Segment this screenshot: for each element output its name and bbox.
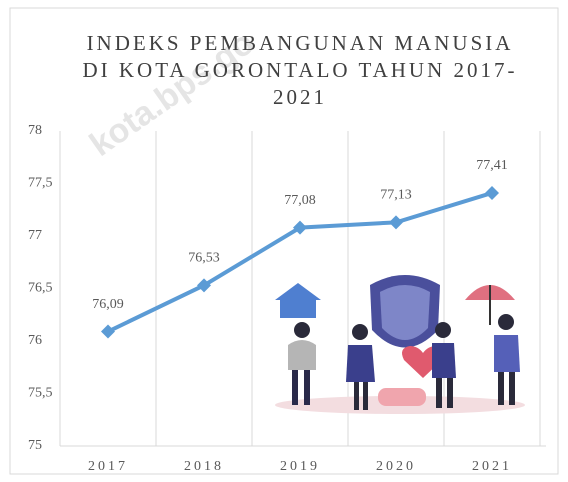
x-tick-label: 2018: [184, 459, 224, 474]
x-tick-label: 2017: [88, 459, 128, 474]
chart-title: INDEKS PEMBANGUNAN MANUSIA DI KOTA GORON…: [82, 31, 518, 109]
x-tick-label: 2020: [376, 459, 416, 474]
marker: [101, 324, 115, 339]
illustration: [275, 275, 525, 414]
data-label: 77,41: [476, 158, 508, 173]
data-label: 76,09: [92, 297, 124, 312]
frame: [9, 7, 559, 475]
data-label: 77,13: [380, 188, 412, 203]
y-tick-label: 75,5: [28, 386, 53, 401]
marker: [485, 185, 499, 200]
y-tick-label: 77: [28, 228, 42, 243]
marker: [389, 215, 403, 230]
marker: [293, 220, 307, 235]
y-tick-label: 78: [28, 123, 42, 138]
x-tick-label: 2019: [280, 459, 320, 474]
y-tick-label: 76,5: [28, 281, 53, 296]
marker: [197, 278, 211, 293]
y-tick-label: 75: [28, 438, 42, 453]
x-tick-label: 2021: [472, 459, 512, 474]
y-tick-label: 77,5: [28, 176, 53, 191]
y-tick-label: 76: [28, 333, 42, 348]
data-label: 76,53: [188, 251, 220, 266]
data-label: 77,08: [284, 193, 316, 208]
